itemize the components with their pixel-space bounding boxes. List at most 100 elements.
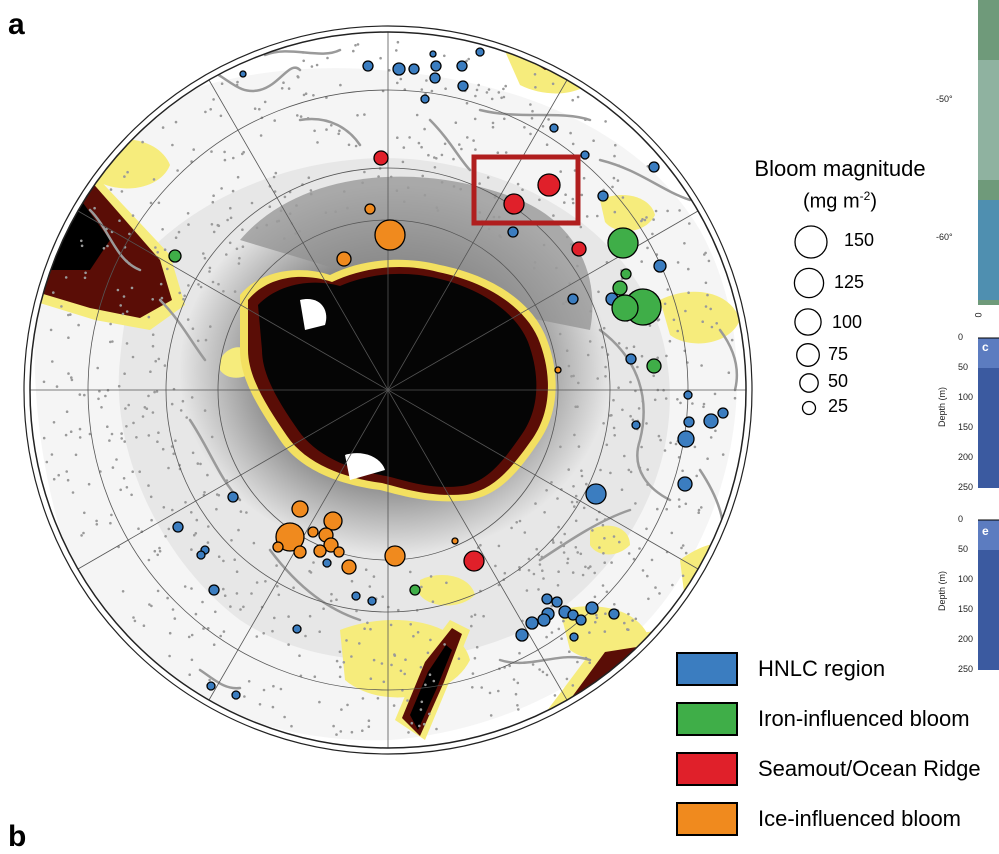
float-profile-dot: [435, 157, 438, 160]
float-profile-dot: [683, 242, 686, 245]
float-profile-dot: [640, 445, 643, 449]
float-profile-dot: [155, 390, 159, 393]
size-label-100: 100: [832, 312, 863, 332]
float-profile-dot: [258, 107, 261, 111]
bloom-marker: [373, 150, 389, 166]
float-profile-dot: [127, 403, 130, 407]
float-profile-dot: [379, 56, 382, 60]
float-profile-dot: [211, 280, 215, 284]
float-profile-dot: [190, 511, 193, 514]
float-profile-dot: [243, 695, 246, 698]
float-profile-dot: [380, 662, 384, 665]
float-profile-dot: [399, 669, 403, 673]
float-profile-dot: [334, 210, 337, 213]
float-profile-dot: [279, 209, 283, 212]
float-profile-dot: [242, 605, 245, 609]
float-profile-dot: [310, 65, 314, 68]
float-profile-dot: [206, 473, 209, 477]
float-profile-dot: [565, 235, 569, 239]
float-profile-dot: [186, 318, 190, 321]
float-profile-dot: [193, 533, 196, 537]
float-profile-dot: [158, 546, 161, 550]
float-profile-dot: [80, 534, 83, 537]
bloom-marker: [208, 584, 220, 596]
float-profile-dot: [471, 686, 474, 689]
float-profile-dot: [656, 356, 659, 360]
float-track: [158, 298, 207, 362]
float-profile-dot: [239, 608, 242, 611]
float-profile-dot: [123, 440, 126, 443]
float-profile-dot: [408, 136, 411, 139]
float-profile-dot: [171, 143, 174, 147]
float-profile-dot: [516, 704, 519, 707]
float-profile-dot: [663, 449, 667, 452]
float-profile-dot: [307, 176, 311, 179]
float-profile-dot: [574, 546, 578, 549]
size-label-75: 75: [828, 344, 849, 364]
float-profile-dot: [108, 439, 111, 442]
bloom-marker: [457, 80, 469, 92]
float-profile-dot: [518, 566, 521, 569]
float-profile-dot: [515, 521, 518, 524]
float-profile-dot: [567, 468, 570, 471]
depth-tick: 150: [958, 604, 974, 614]
bloom-marker: [307, 526, 319, 538]
float-profile-dot: [652, 218, 655, 221]
bloom-marker: [575, 614, 587, 626]
bloom-marker: [503, 193, 525, 215]
bloom-marker: [292, 624, 302, 634]
float-profile-dot: [83, 276, 87, 280]
float-profile-dot: [271, 629, 274, 633]
bloom-marker: [554, 366, 562, 374]
float-profile-dot: [632, 345, 636, 349]
float-profile-dot: [458, 143, 461, 146]
bloom-marker: [475, 47, 485, 57]
float-profile-dot: [601, 523, 605, 527]
float-profile-dot: [188, 673, 191, 676]
float-profile-dot: [212, 230, 216, 234]
float-profile-dot: [574, 494, 578, 498]
float-profile-dot: [537, 588, 540, 591]
float-profile-dot: [222, 630, 226, 633]
float-profile-dot: [517, 708, 520, 711]
float-profile-dot: [445, 581, 448, 585]
float-profile-dot: [245, 511, 248, 514]
float-profile-dot: [163, 364, 167, 367]
float-profile-dot: [247, 680, 251, 683]
depth-tick: 50: [958, 362, 969, 372]
float-track: [198, 668, 242, 690]
float-profile-dot: [222, 587, 225, 591]
float-profile-dot: [125, 486, 129, 489]
float-profile-dot: [52, 477, 56, 481]
float-profile-dot: [565, 677, 569, 681]
float-profile-dot: [235, 570, 239, 573]
float-profile-dot: [497, 583, 501, 587]
float-profile-dot: [533, 261, 537, 264]
float-profile-dot: [579, 225, 583, 229]
float-profile-dot: [629, 470, 633, 474]
float-profile-dot: [617, 386, 620, 390]
float-profile-dot: [470, 624, 473, 628]
float-profile-dot: [454, 121, 458, 124]
bloom-marker: [463, 550, 485, 572]
float-profile-dot: [298, 230, 302, 233]
float-profile-dot: [313, 675, 317, 678]
float-profile-dot: [709, 436, 713, 439]
float-profile-dot: [160, 296, 164, 300]
float-profile-dot: [395, 49, 398, 52]
float-profile-dot: [637, 407, 641, 410]
float-profile-dot: [721, 453, 725, 456]
float-profile-dot: [173, 617, 177, 620]
float-profile-dot: [497, 91, 501, 94]
float-profile-dot: [580, 193, 584, 197]
float-profile-dot: [569, 131, 572, 135]
float-profile-dot: [239, 510, 243, 513]
float-profile-dot: [388, 69, 391, 72]
float-profile-dot: [478, 211, 482, 214]
float-profile-dot: [199, 462, 202, 466]
float-profile-dot: [149, 495, 153, 499]
float-profile-dot: [641, 218, 644, 221]
depth-tick: 0: [958, 514, 964, 524]
float-profile-dot: [194, 532, 198, 535]
float-profile-dot: [559, 541, 563, 544]
